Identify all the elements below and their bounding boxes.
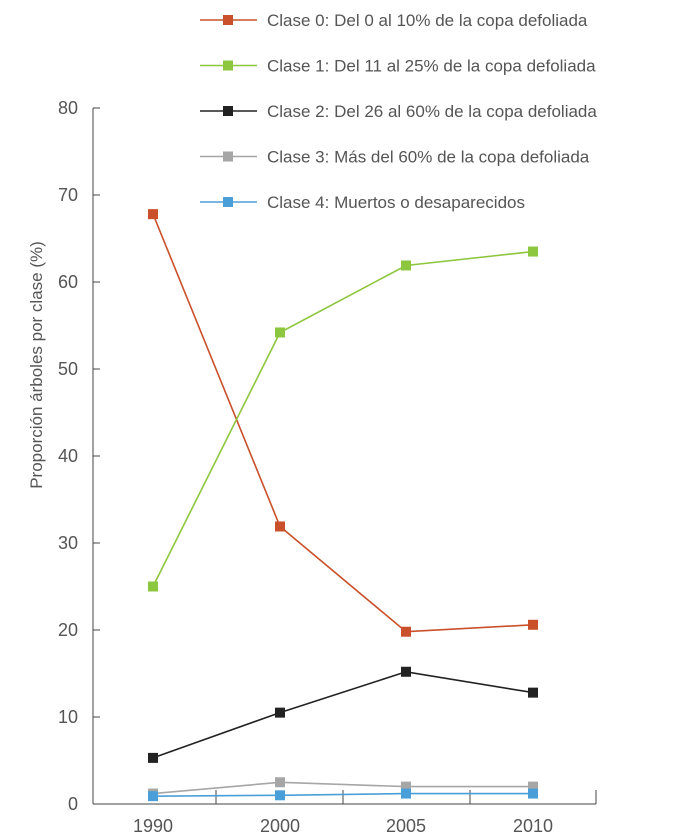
series-layer	[148, 209, 538, 802]
data-point	[401, 788, 411, 799]
y-tick-label: 60	[58, 272, 78, 292]
legend: Clase 0: Del 0 al 10% de la copa defolia…	[200, 11, 597, 212]
legend-label: Clase 3: Más del 60% de la copa defoliad…	[267, 148, 590, 167]
legend-label: Clase 2: Del 26 al 60% de la copa defoli…	[267, 102, 597, 121]
y-tick-label: 0	[68, 794, 78, 814]
legend-swatch-marker	[223, 60, 233, 71]
legend-item: Clase 3: Más del 60% de la copa defoliad…	[200, 148, 590, 167]
x-axis: 1990 2000 2005 2010	[93, 790, 597, 836]
data-point	[401, 666, 411, 677]
y-tick-label: 10	[58, 707, 78, 727]
x-tick-label: 1990	[133, 816, 173, 836]
data-point	[148, 209, 158, 220]
data-point	[528, 246, 538, 257]
data-point	[401, 781, 411, 792]
data-point	[275, 707, 285, 718]
y-tick-label: 70	[58, 185, 78, 205]
y-axis: 0 10 20 30 40 50 60 70 80	[58, 98, 100, 814]
series-2	[148, 666, 538, 763]
y-tick-label: 50	[58, 359, 78, 379]
legend-label: Clase 1: Del 11 al 25% de la copa defoli…	[267, 57, 596, 76]
series-line	[152, 250, 534, 587]
legend-swatch-marker	[223, 151, 233, 162]
data-point	[275, 790, 285, 801]
series-0	[148, 209, 538, 637]
data-point	[401, 626, 411, 637]
y-tick-label: 80	[58, 98, 78, 118]
data-point	[148, 752, 158, 763]
legend-swatch-marker	[223, 106, 233, 116]
series-line	[152, 781, 533, 795]
legend-label: Clase 4: Muertos o desaparecidos	[267, 193, 525, 212]
legend-swatch-marker	[223, 15, 233, 25]
data-point	[528, 687, 538, 698]
data-point	[401, 260, 411, 271]
data-point	[148, 581, 158, 592]
legend-label: Clase 0: Del 0 al 10% de la copa defolia…	[267, 11, 588, 30]
y-axis-label: Proporción árboles por clase (%)	[27, 241, 46, 489]
legend-item: Clase 1: Del 11 al 25% de la copa defoli…	[200, 57, 596, 76]
x-tick-label: 2010	[513, 816, 553, 836]
series-1	[148, 246, 538, 592]
data-point	[275, 327, 285, 338]
y-tick-label: 20	[58, 620, 78, 640]
legend-item: Clase 4: Muertos o desaparecidos	[200, 193, 525, 212]
data-point	[528, 788, 538, 799]
series-line	[152, 670, 534, 759]
legend-item: Clase 0: Del 0 al 10% de la copa defolia…	[200, 11, 588, 30]
y-tick-label: 30	[58, 533, 78, 553]
data-point	[275, 521, 285, 532]
legend-item: Clase 2: Del 26 al 60% de la copa defoli…	[200, 102, 597, 121]
y-tick-label: 40	[58, 446, 78, 466]
series-4	[148, 788, 538, 802]
legend-swatch-marker	[223, 197, 233, 207]
series-line	[152, 792, 533, 797]
series-line	[152, 213, 534, 633]
data-point	[528, 619, 538, 630]
data-point	[148, 791, 158, 802]
x-tick-label: 2005	[386, 816, 426, 836]
x-tick-label: 2000	[260, 816, 300, 836]
data-point	[275, 777, 285, 788]
data-point	[528, 781, 538, 792]
